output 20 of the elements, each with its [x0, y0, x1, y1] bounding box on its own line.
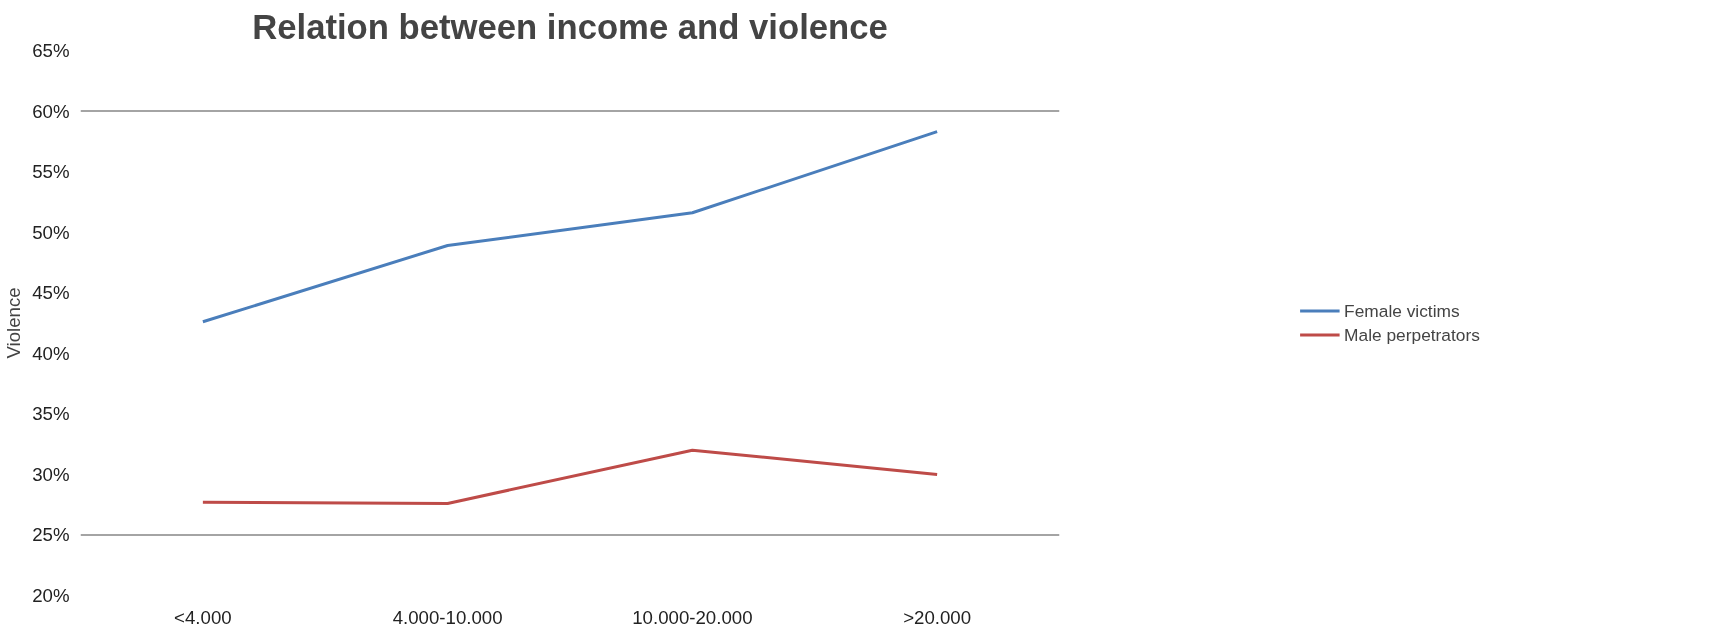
y-tick-label: 20% [32, 585, 70, 606]
y-tick-label: 25% [32, 524, 70, 546]
y-tick-label: 35% [32, 403, 70, 425]
y-tick-label: 30% [32, 463, 70, 485]
x-tick-label: 10.000-20.000 [632, 606, 753, 628]
line-series [201, 448, 939, 505]
legend-label: Male perpetrators [1344, 324, 1480, 345]
y-tick-label: 50% [32, 221, 70, 243]
x-tick-label: >20.000 [903, 606, 972, 628]
y-axis-title: Violence [3, 287, 25, 359]
y-tick-label: 45% [32, 282, 70, 304]
y-tick-label: 60% [32, 100, 70, 122]
legend-label: Female victims [1344, 300, 1460, 321]
y-tick-label: 65% [32, 40, 70, 61]
chart-title: Relation between income and violence [252, 7, 888, 46]
y-tick-label: 40% [32, 342, 70, 364]
x-tick-label: 4.000-10.000 [392, 606, 503, 628]
x-tick-label: <4.000 [174, 606, 232, 628]
line-series [201, 130, 939, 324]
y-tick-label: 55% [32, 161, 70, 183]
